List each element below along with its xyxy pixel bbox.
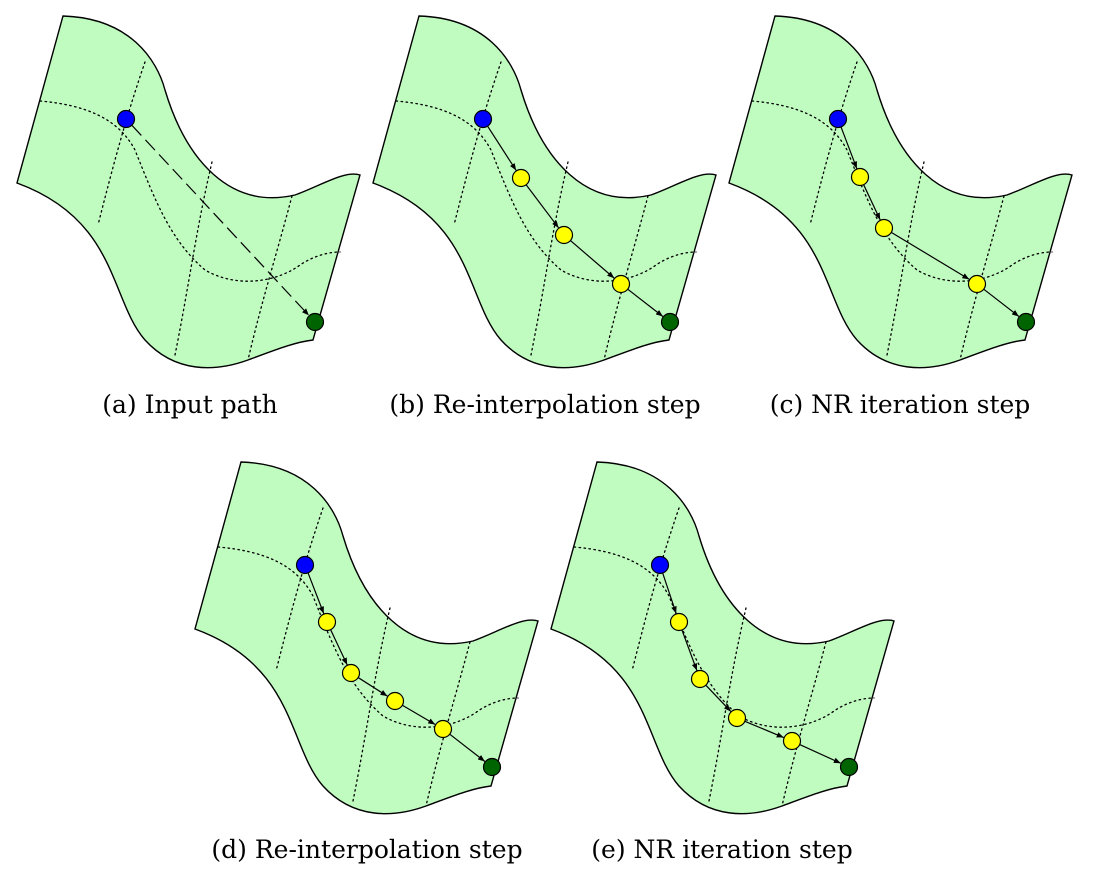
intermediate-node-d-1 <box>317 612 337 632</box>
caption-e: (e) NR iteration step <box>591 835 852 864</box>
surface-a <box>16 15 361 369</box>
path-segment-e-3 <box>744 720 784 739</box>
path-segment-e-4 <box>799 743 842 764</box>
intermediate-node-d-3 <box>385 691 405 711</box>
path-segment-b-3 <box>627 288 664 317</box>
caption-c: (c) NR iteration step <box>770 390 1031 419</box>
panel-e: (e) NR iteration step <box>550 461 895 864</box>
path-segment-d-2 <box>357 677 388 697</box>
end-node-a <box>305 312 325 332</box>
intermediate-node-b-2 <box>554 225 574 245</box>
path-segment-e-1 <box>681 629 698 671</box>
end-node-c <box>1016 312 1036 332</box>
intermediate-node-e-3 <box>727 708 747 728</box>
caption-d: (d) Re-interpolation step <box>211 835 522 864</box>
panel-c: (c) NR iteration step <box>728 15 1073 419</box>
intermediate-node-b-1 <box>511 168 531 188</box>
path-segment-b-1 <box>525 184 560 229</box>
start-node-e <box>650 555 670 575</box>
path-segment-d-0 <box>307 572 325 614</box>
start-node-d <box>295 555 315 575</box>
end-node-e <box>839 757 859 777</box>
caption-a: (a) Input path <box>102 390 278 419</box>
intermediate-node-b-3 <box>611 274 631 294</box>
path-segment-d-3 <box>402 704 436 725</box>
caption-b: (b) Re-interpolation step <box>389 390 700 419</box>
intermediate-node-d-4 <box>433 719 453 739</box>
panel-d: (d) Re-interpolation step <box>194 461 539 864</box>
end-node-d <box>482 757 502 777</box>
intermediate-node-e-4 <box>782 731 802 751</box>
start-node-a <box>116 109 136 129</box>
start-node-c <box>828 109 848 129</box>
intermediate-node-e-1 <box>669 612 689 632</box>
intermediate-node-c-2 <box>874 218 894 238</box>
intermediate-node-c-3 <box>967 274 987 294</box>
panel-b: (b) Re-interpolation step <box>372 15 717 419</box>
path-segment-e-0 <box>662 572 677 614</box>
path-segment-c-1 <box>863 184 881 221</box>
path-segment-e-2 <box>705 684 732 712</box>
dashed-path-a-0 <box>131 124 310 316</box>
panels-root: (a) Input path (b) Re-interpolation step (… <box>16 15 1073 864</box>
path-segment-c-3 <box>983 288 1020 317</box>
intermediate-node-d-2 <box>341 663 361 683</box>
end-node-b <box>660 312 680 332</box>
path-segment-b-0 <box>487 125 517 171</box>
path-segment-d-4 <box>449 733 486 762</box>
intermediate-node-c-1 <box>850 167 870 187</box>
intermediate-node-e-2 <box>690 669 710 689</box>
path-segment-c-2 <box>890 231 970 280</box>
start-node-b <box>473 109 493 129</box>
path-segment-c-0 <box>840 126 858 169</box>
path-segment-d-1 <box>330 629 348 666</box>
panel-a: (a) Input path <box>16 15 361 419</box>
path-segment-b-2 <box>570 240 615 279</box>
